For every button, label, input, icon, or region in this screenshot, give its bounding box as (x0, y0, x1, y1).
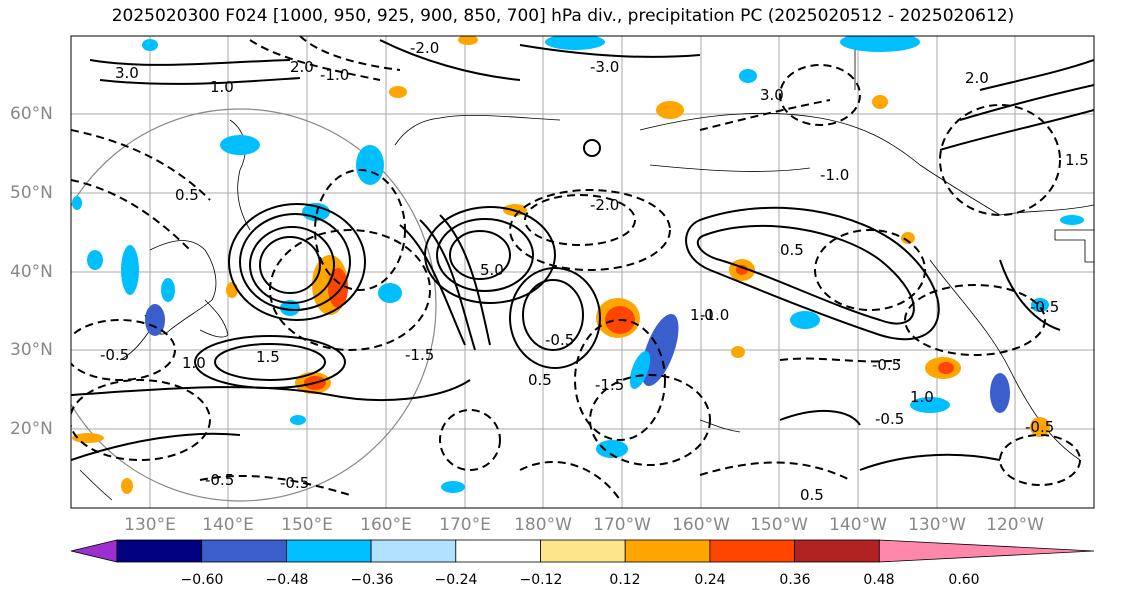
colorbar-tick-label: −0.60 (180, 572, 224, 588)
contour-label: -1.0 (820, 166, 849, 184)
coastlines (79, 36, 1094, 501)
lat-label: 60°N (10, 104, 53, 124)
contour-label: 0.5 (528, 371, 552, 389)
contour-label: -0.5 (205, 471, 234, 489)
contour-label: 3.0 (760, 86, 784, 104)
contour-label: -0.5 (100, 346, 129, 364)
contour-label: -1.5 (405, 346, 434, 364)
contour-label: -1.5 (595, 376, 624, 394)
colorbar-swatch (370, 539, 457, 563)
lon-label: 150°W (750, 515, 808, 535)
lon-label: 160°E (360, 515, 412, 535)
contour-label: 0.5 (780, 241, 804, 259)
colorbar-tick-label: −0.36 (350, 572, 394, 588)
lon-label: 140°W (829, 515, 887, 535)
colorbar-tick-label: 0.60 (948, 572, 980, 588)
negative-contours (71, 36, 1081, 501)
colorbar-extend-max (878, 539, 1095, 563)
contour-label: -0.5 (545, 331, 574, 349)
lon-label: 150°E (281, 515, 333, 535)
graticule (71, 36, 1094, 508)
contour-label: -0.5 (875, 410, 904, 428)
colorbar-tick-label: 0.48 (863, 572, 895, 588)
contour-label: 1.0 (910, 388, 934, 406)
colorbar-tick-label: −0.12 (519, 572, 563, 588)
colorbar-tick-label: 0.36 (779, 572, 811, 588)
colorbar-swatch (285, 539, 372, 563)
contour-label: -1.0 (700, 306, 729, 324)
colorbar-tick-label: −0.48 (265, 572, 309, 588)
colorbar-tick-label: 0.12 (609, 572, 641, 588)
lon-label: 120°W (986, 515, 1044, 535)
colorbar-swatch (201, 539, 287, 563)
contour-label: -3.0 (590, 58, 619, 76)
colorbar-tick-label: −0.24 (434, 572, 478, 588)
colorbar-swatch (116, 539, 203, 563)
contour-label: 1.5 (256, 348, 280, 366)
lon-label: 180°W (514, 515, 572, 535)
contour-label: -2.0 (590, 196, 619, 214)
lon-label: 140°E (202, 515, 254, 535)
precip-shading (72, 36, 1084, 494)
contour-label: 2.0 (290, 58, 314, 76)
contour-label: 1.5 (1065, 151, 1089, 169)
lon-label: 130°E (124, 515, 176, 535)
contour-label: 3.0 (115, 64, 139, 82)
colorbar-swatch (455, 539, 541, 563)
map-title: 2025020300 F024 [1000, 950, 925, 900, 85… (111, 6, 1015, 26)
colorbar-swatch (540, 539, 626, 563)
lat-label: 40°N (10, 262, 53, 282)
contour-label: 1.0 (210, 78, 234, 96)
lon-label: 160°W (672, 515, 730, 535)
lon-label: 130°W (908, 515, 966, 535)
lat-label: 20°N (10, 419, 53, 439)
positive-contours (71, 39, 1094, 471)
lon-label: 170°W (593, 515, 651, 535)
colorbar-swatch (794, 539, 880, 563)
contour-labels: -0.5 1.0 2.0 3.0 -1.0 1.5 -1.5 0.5 -2.0 … (100, 39, 1089, 504)
range-circle (71, 108, 437, 502)
contour-label: 1.0 (182, 354, 206, 372)
contour-label: -0.5 (280, 474, 309, 492)
colorbar (70, 539, 1095, 563)
contour-label: 5.0 (480, 261, 504, 279)
colorbar-extend-min (70, 539, 118, 563)
lat-label: 50°N (10, 183, 53, 203)
colorbar-tick-label: 0.24 (694, 572, 726, 588)
lon-label: 170°E (439, 515, 491, 535)
contour-label: -1.0 (320, 66, 349, 84)
contour-label: 1.0 (690, 306, 714, 324)
contour-label: -2.0 (410, 39, 439, 57)
colorbar-swatch (709, 539, 796, 563)
contour-label: -0.5 (1025, 418, 1054, 436)
contour-label: -0.5 (872, 356, 901, 374)
contour-label: -0.5 (1030, 298, 1059, 316)
contour-label: 2.0 (965, 69, 989, 87)
contour-label: 0.5 (800, 486, 824, 504)
contour-label: 0.5 (175, 186, 199, 204)
colorbar-swatch (624, 539, 711, 563)
lat-label: 30°N (10, 340, 53, 360)
map-frame (70, 35, 1095, 509)
